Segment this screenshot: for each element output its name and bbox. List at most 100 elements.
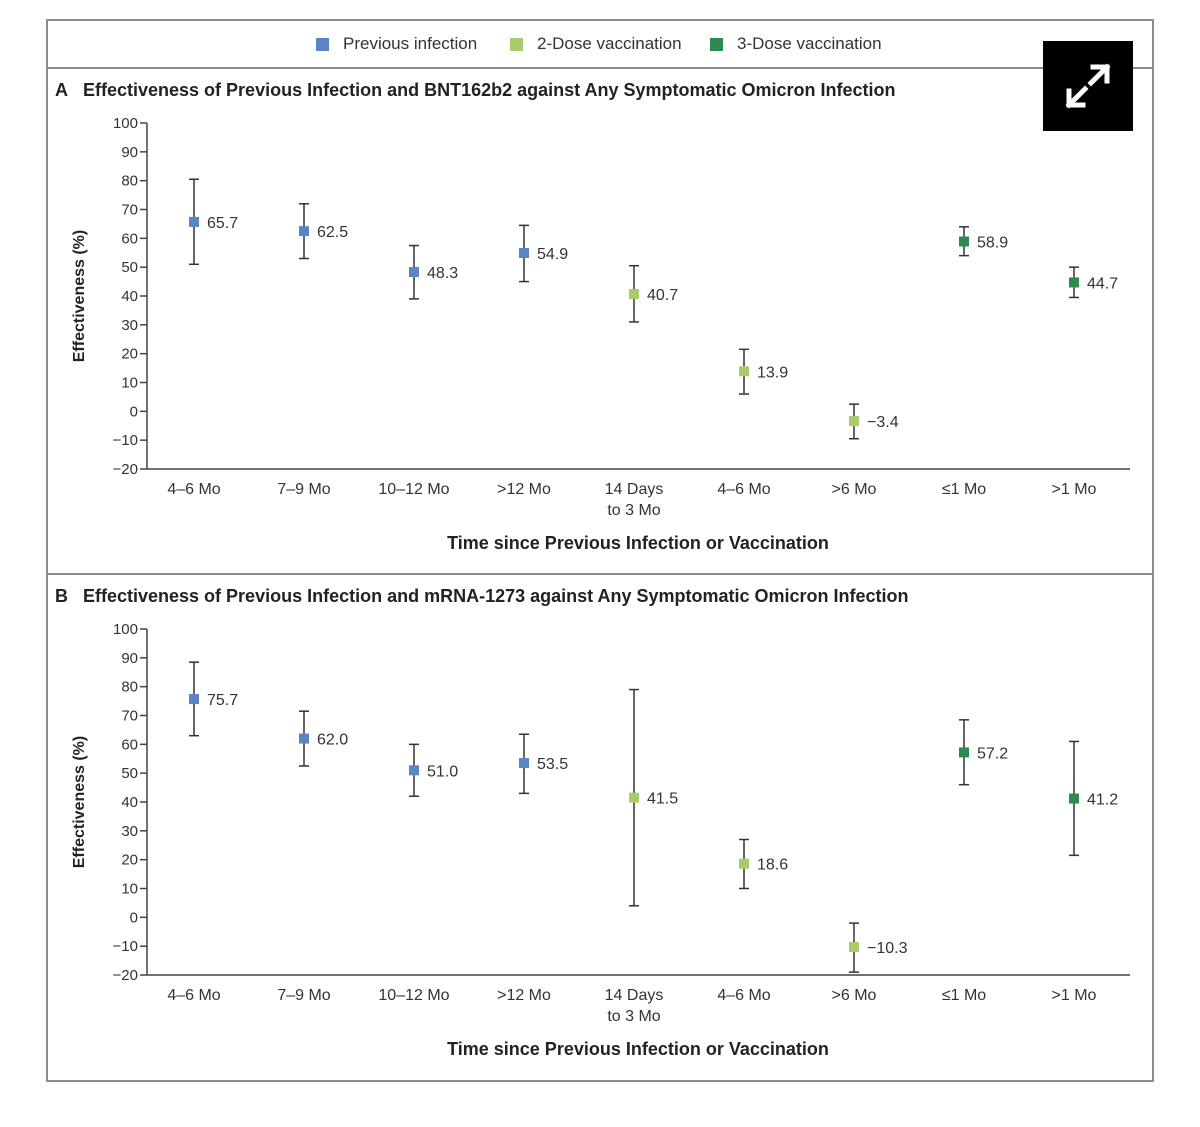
y-axis-label: Effectiveness (%) bbox=[71, 230, 88, 363]
x-tick-label-line: >1 Mo bbox=[1052, 481, 1097, 498]
y-tick-label: 30 bbox=[121, 823, 138, 840]
legend-item-2-dose-vaccination: 2-Dose vaccination bbox=[510, 22, 682, 66]
x-tick-label-line: 7–9 Mo bbox=[277, 987, 330, 1004]
data-label: 53.5 bbox=[537, 756, 568, 773]
data-label: 13.9 bbox=[757, 364, 788, 381]
x-tick-label-line: 7–9 Mo bbox=[277, 481, 330, 498]
data-point-marker bbox=[409, 765, 419, 776]
y-tick-label: 70 bbox=[121, 708, 138, 725]
y-tick-label: 20 bbox=[121, 346, 138, 363]
x-tick-label: 10–12 Mo bbox=[378, 987, 449, 1004]
x-tick-label-line: ≤1 Mo bbox=[942, 987, 986, 1004]
panel-a-chart: 1009080706050403020100−10−20Effectivenes… bbox=[71, 115, 1130, 553]
figure-frame bbox=[46, 19, 1154, 1082]
y-tick-label: −10 bbox=[113, 432, 138, 449]
legend-label: 2-Dose vaccination bbox=[537, 34, 682, 53]
y-tick-label: 100 bbox=[113, 621, 138, 638]
data-label: 62.0 bbox=[317, 732, 348, 749]
x-tick-label-line: 4–6 Mo bbox=[167, 481, 220, 498]
y-tick-label: 20 bbox=[121, 852, 138, 869]
data-point-marker bbox=[299, 226, 309, 237]
y-tick-label: 50 bbox=[121, 765, 138, 782]
y-tick-label: 80 bbox=[121, 173, 138, 190]
data-point-marker bbox=[189, 216, 199, 227]
y-tick-label: 100 bbox=[113, 115, 138, 132]
x-tick-label: ≤1 Mo bbox=[942, 987, 986, 1004]
data-label: 41.2 bbox=[1087, 792, 1118, 809]
legend: Previous infection 2-Dose vaccination 3-… bbox=[0, 22, 1200, 66]
x-tick-label: 7–9 Mo bbox=[277, 987, 330, 1004]
legend-swatch bbox=[510, 37, 523, 51]
x-tick-label: ≤1 Mo bbox=[942, 481, 986, 498]
panel-letter: A bbox=[55, 80, 68, 100]
data-label: 40.7 bbox=[647, 287, 678, 304]
data-label: 48.3 bbox=[427, 265, 458, 282]
expand-arrows-icon bbox=[1065, 63, 1111, 109]
data-point-marker bbox=[519, 248, 529, 259]
x-tick-label-line: >12 Mo bbox=[497, 481, 551, 498]
data-label: 58.9 bbox=[977, 235, 1008, 252]
x-tick-label-line: >12 Mo bbox=[497, 987, 551, 1004]
y-tick-label: 40 bbox=[121, 288, 138, 305]
data-label: −3.4 bbox=[867, 414, 899, 431]
data-point-marker bbox=[1069, 793, 1079, 804]
y-tick-label: 80 bbox=[121, 679, 138, 696]
x-tick-label: 7–9 Mo bbox=[277, 481, 330, 498]
data-point-marker bbox=[849, 942, 859, 953]
data-point-marker bbox=[959, 747, 969, 758]
x-tick-label: >6 Mo bbox=[832, 481, 877, 498]
panel-a-title: A Effectiveness of Previous Infection and… bbox=[55, 80, 896, 101]
data-label: 75.7 bbox=[207, 692, 238, 709]
data-label: 41.5 bbox=[647, 791, 678, 808]
data-point-marker bbox=[299, 733, 309, 744]
legend-label: 3-Dose vaccination bbox=[737, 34, 882, 53]
panel-title-text: Effectiveness of Previous Infection and … bbox=[83, 80, 896, 100]
x-tick-label: 10–12 Mo bbox=[378, 481, 449, 498]
x-tick-label: 4–6 Mo bbox=[717, 481, 770, 498]
data-label: 65.7 bbox=[207, 215, 238, 232]
x-tick-label: 4–6 Mo bbox=[167, 987, 220, 1004]
legend-swatch bbox=[710, 37, 723, 51]
data-point-marker bbox=[519, 758, 529, 769]
y-tick-label: 50 bbox=[121, 259, 138, 276]
x-tick-label-line: >6 Mo bbox=[832, 987, 877, 1004]
data-label: 51.0 bbox=[427, 763, 458, 780]
panel-title-text: Effectiveness of Previous Infection and … bbox=[83, 586, 909, 606]
x-tick-label-line: >6 Mo bbox=[832, 481, 877, 498]
y-tick-label: 60 bbox=[121, 230, 138, 247]
x-tick-label-line: 14 Days bbox=[605, 987, 664, 1004]
data-point-marker bbox=[629, 792, 639, 803]
y-tick-label: −10 bbox=[113, 938, 138, 955]
x-axis-label: Time since Previous Infection or Vaccina… bbox=[447, 1039, 829, 1059]
data-label: 18.6 bbox=[757, 857, 788, 874]
legend-divider bbox=[46, 67, 1154, 69]
x-tick-label: 14 Days to 3 Mo bbox=[605, 481, 664, 519]
data-label: 54.9 bbox=[537, 246, 568, 263]
panel-letter: B bbox=[55, 586, 68, 606]
x-tick-label-line: 10–12 Mo bbox=[378, 987, 449, 1004]
y-axis-label: Effectiveness (%) bbox=[71, 736, 88, 869]
x-tick-label-line: to 3 Mo bbox=[607, 1008, 660, 1025]
x-tick-label-line: 10–12 Mo bbox=[378, 481, 449, 498]
x-tick-label-line: 14 Days bbox=[605, 481, 664, 498]
data-point-marker bbox=[409, 267, 419, 278]
expand-button[interactable] bbox=[1043, 41, 1133, 131]
y-tick-label: 40 bbox=[121, 794, 138, 811]
y-tick-label: −20 bbox=[113, 461, 138, 478]
x-axis-label: Time since Previous Infection or Vaccina… bbox=[447, 533, 829, 553]
x-tick-label: 4–6 Mo bbox=[167, 481, 220, 498]
legend-item-previous-infection: Previous infection bbox=[316, 22, 477, 66]
x-tick-label: 14 Days to 3 Mo bbox=[605, 987, 664, 1025]
x-tick-label-line: 4–6 Mo bbox=[717, 481, 770, 498]
x-tick-label: >1 Mo bbox=[1052, 481, 1097, 498]
legend-label: Previous infection bbox=[343, 34, 478, 53]
y-tick-label: 60 bbox=[121, 736, 138, 753]
panel-divider bbox=[46, 573, 1154, 575]
x-tick-label: >12 Mo bbox=[497, 987, 551, 1004]
x-tick-label: 4–6 Mo bbox=[717, 987, 770, 1004]
y-tick-label: 90 bbox=[121, 144, 138, 161]
data-point-marker bbox=[959, 236, 969, 247]
legend-item-3-dose-vaccination: 3-Dose vaccination bbox=[710, 22, 882, 66]
data-point-marker bbox=[1069, 277, 1079, 288]
data-label: −10.3 bbox=[867, 940, 908, 957]
